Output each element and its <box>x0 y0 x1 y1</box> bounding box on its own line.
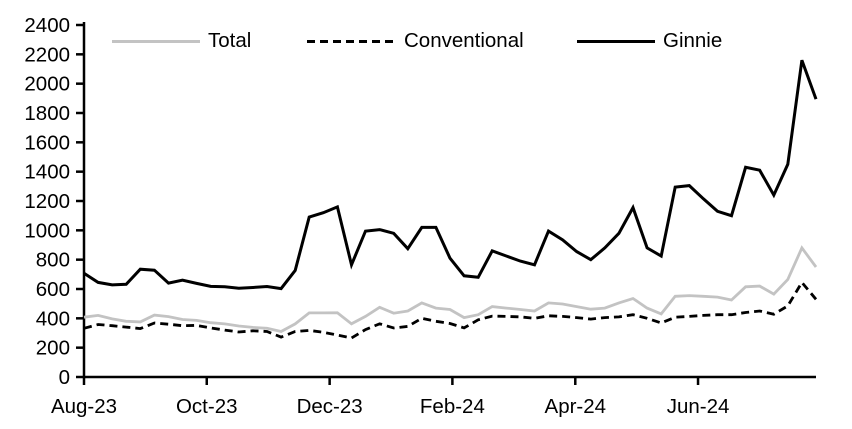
y-tick-label: 200 <box>36 337 70 360</box>
y-tick-label: 2400 <box>24 14 70 37</box>
y-tick-label: 400 <box>36 307 70 330</box>
series-line-total <box>83 245 818 333</box>
series-line-ginnie <box>83 59 818 291</box>
y-tick-label: 1200 <box>24 190 70 213</box>
legend-label-total: Total <box>208 29 252 52</box>
legend-label-ginnie: Ginnie <box>663 29 723 52</box>
y-tick-label: 0 <box>59 366 70 389</box>
y-tick-label: 800 <box>36 249 70 272</box>
x-tick-label: Oct-23 <box>176 395 238 418</box>
legend-line-ginnie-sample <box>577 39 655 43</box>
legend-line-conventional-sample <box>307 39 396 43</box>
y-tick-label: 1800 <box>24 102 70 125</box>
y-tick-label: 1600 <box>24 131 70 154</box>
x-tick-label: Feb-24 <box>420 395 485 418</box>
x-tick-label: Apr-24 <box>545 395 607 418</box>
series-line-conventional <box>83 279 818 340</box>
x-tick-label: Jun-24 <box>667 395 730 418</box>
legend-item-total: Total <box>112 29 252 52</box>
y-tick-label: 600 <box>36 278 70 301</box>
y-tick-label: 1400 <box>24 161 70 184</box>
x-tick-label: Aug-23 <box>51 395 117 418</box>
y-tick-label: 1000 <box>24 219 70 242</box>
legend-item-conventional: Conventional <box>307 29 524 52</box>
legend-line-total-sample <box>112 39 200 43</box>
x-tick-label: Dec-23 <box>297 395 363 418</box>
y-tick-label: 2200 <box>24 43 70 66</box>
legend-item-ginnie: Ginnie <box>577 29 723 52</box>
y-tick-label: 2000 <box>24 73 70 96</box>
legend-label-conventional: Conventional <box>404 29 524 52</box>
